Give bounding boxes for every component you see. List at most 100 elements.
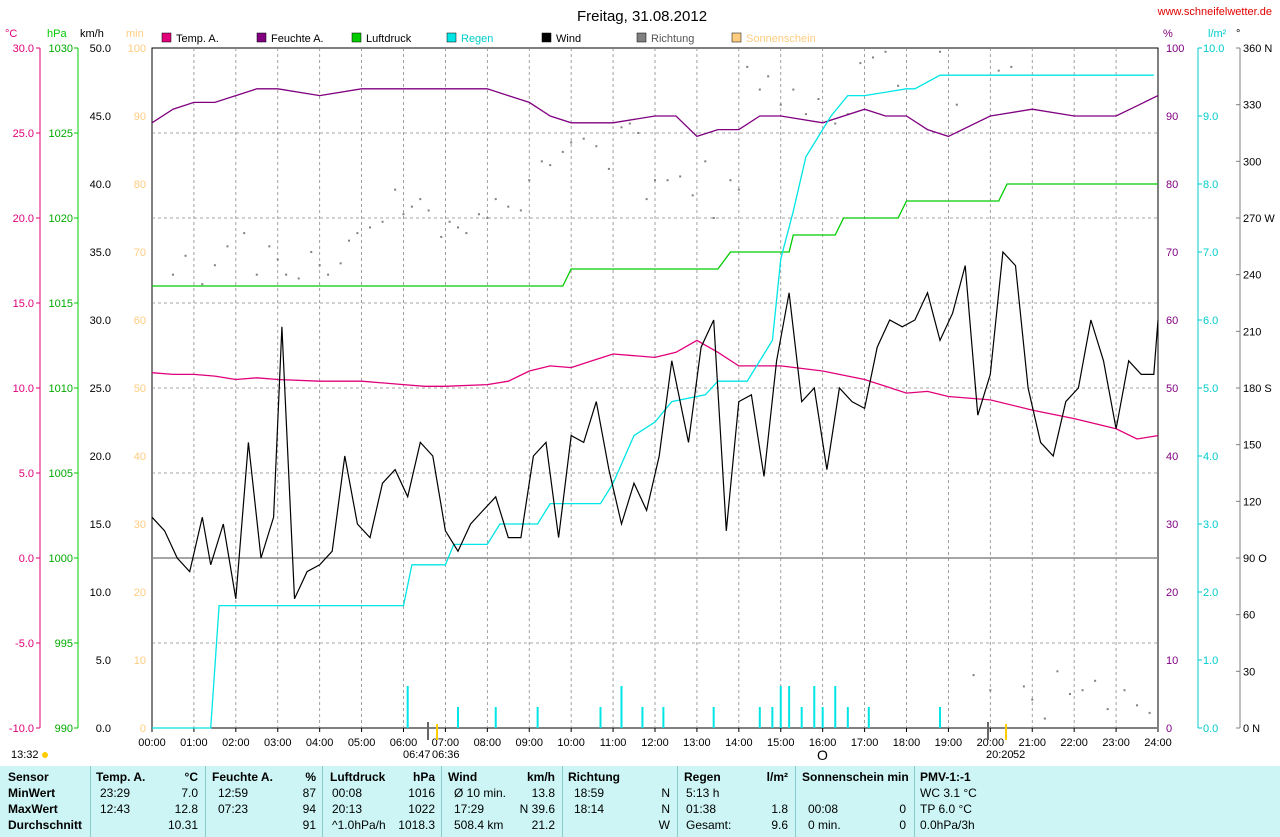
direction-point <box>666 179 669 182</box>
wind-tick: 30.0 <box>90 315 111 327</box>
noon-marker: O <box>817 747 828 763</box>
direction-point <box>243 232 246 235</box>
direction-point <box>989 689 992 692</box>
sunset-time: 20:20 <box>986 749 1014 761</box>
direction-point <box>465 232 468 235</box>
x-tick: 24:00 <box>1144 737 1172 749</box>
wind-tick: 25.0 <box>90 383 111 395</box>
direction-tick: 90 O <box>1243 553 1267 565</box>
sunshine-tick: 20 <box>134 587 146 599</box>
rain-tick: 5.0 <box>1203 383 1218 395</box>
direction-point <box>201 283 204 286</box>
rain-tick: 9.0 <box>1203 111 1218 123</box>
x-tick: 10:00 <box>557 737 585 749</box>
pressure-time: 20:13 <box>332 802 363 816</box>
header-rain-unit: l/m² <box>766 770 788 784</box>
table-divider <box>914 766 915 837</box>
direction-time: 18:59 <box>574 786 605 800</box>
rain-time: 01:38 <box>686 802 717 816</box>
direction-point <box>1157 727 1159 729</box>
sunshine-tick: 60 <box>134 315 146 327</box>
temp-tick: 15.0 <box>13 298 34 310</box>
direction-point <box>561 150 564 153</box>
wind-tick: 50.0 <box>90 43 111 55</box>
legend-label: Sonnenschein <box>746 33 816 45</box>
direction-point <box>310 251 313 253</box>
table-divider <box>441 766 442 837</box>
humidity-time: 07:23 <box>218 802 249 816</box>
direction-point <box>255 273 258 276</box>
direction-point <box>486 217 489 219</box>
header-humidity: Feuchte A. <box>212 770 273 784</box>
x-tick: 16:00 <box>809 737 837 749</box>
x-tick: 12:00 <box>641 737 669 749</box>
direction-point <box>456 226 459 229</box>
direction-point <box>779 103 782 106</box>
rain-tick: 6.0 <box>1203 315 1218 327</box>
direction-point <box>268 245 271 248</box>
direction-point <box>394 188 397 191</box>
direction-point <box>746 65 749 68</box>
direction-point <box>1081 689 1084 692</box>
wind-time: 17:29 <box>454 802 485 816</box>
direction-point <box>955 103 958 106</box>
website-link[interactable]: www.schneifelwetter.de <box>1157 6 1272 18</box>
x-tick: 11:00 <box>600 737 627 749</box>
rain-sum-line <box>152 74 1154 729</box>
x-tick: 00:00 <box>138 737 166 749</box>
direction-point <box>972 674 975 677</box>
temp-tick: -10.0 <box>9 723 34 735</box>
direction-point <box>767 75 770 78</box>
x-tick: 05:00 <box>348 737 376 749</box>
sunshine-tick: 0 <box>140 723 146 735</box>
header-wind-unit: km/h <box>526 770 555 784</box>
table-divider <box>562 766 563 837</box>
direction-point <box>582 137 585 140</box>
rain-tick: 8.0 <box>1203 179 1218 191</box>
direction-point <box>804 113 807 116</box>
rain-tick: 10.0 <box>1203 43 1224 55</box>
x-tick: 20:00 <box>977 737 1005 749</box>
sunset-alt-time: 52 <box>1013 749 1025 761</box>
temp-tick: 20.0 <box>13 213 34 225</box>
direction-point <box>1031 698 1034 701</box>
sunshine-tick: 30 <box>134 519 146 531</box>
header-direction: Richtung <box>568 770 620 784</box>
rain-time: 5:13 h <box>686 786 720 800</box>
direction-point <box>381 220 384 223</box>
x-tick: 22:00 <box>1060 737 1088 749</box>
pressure-tick: 1025 <box>49 128 73 140</box>
x-tick: 03:00 <box>264 737 292 749</box>
sunshine-tick: 90 <box>134 111 146 123</box>
direction-point <box>318 264 321 267</box>
direction-point <box>339 262 342 265</box>
legend-swatch <box>731 32 742 43</box>
direction-point <box>427 209 430 212</box>
table-divider <box>795 766 796 837</box>
header-sensor: Sensor <box>8 770 49 784</box>
legend-swatch <box>351 32 362 43</box>
wind-line <box>151 250 1159 600</box>
rain-value: 1.8 <box>771 802 788 816</box>
x-tick: 17:00 <box>851 737 879 749</box>
header-sunshine: Sonnenschein min <box>802 770 909 784</box>
pressure-tick: 1000 <box>49 553 73 565</box>
direction-point <box>1094 679 1097 682</box>
pmv-value: WC 3.1 °C <box>920 786 977 800</box>
chart-series <box>151 47 1159 729</box>
direction-point <box>997 69 1000 72</box>
legend-label: Temp. A. <box>176 33 219 45</box>
humidity-value: 94 <box>302 802 316 816</box>
row-label: Durchschnitt <box>8 818 83 832</box>
pressure-tick: 990 <box>55 723 73 735</box>
x-tick: 04:00 <box>306 737 334 749</box>
humidity-tick: 0 <box>1166 723 1172 735</box>
direction-point <box>729 179 732 182</box>
direction-point <box>792 88 795 91</box>
row-label: MinWert <box>8 786 56 800</box>
rain-tick: 3.0 <box>1203 519 1218 531</box>
table-divider <box>205 766 206 837</box>
sunshine-tick: 70 <box>134 247 146 259</box>
direction-point <box>356 232 359 235</box>
humidity-unit: % <box>1163 28 1173 40</box>
